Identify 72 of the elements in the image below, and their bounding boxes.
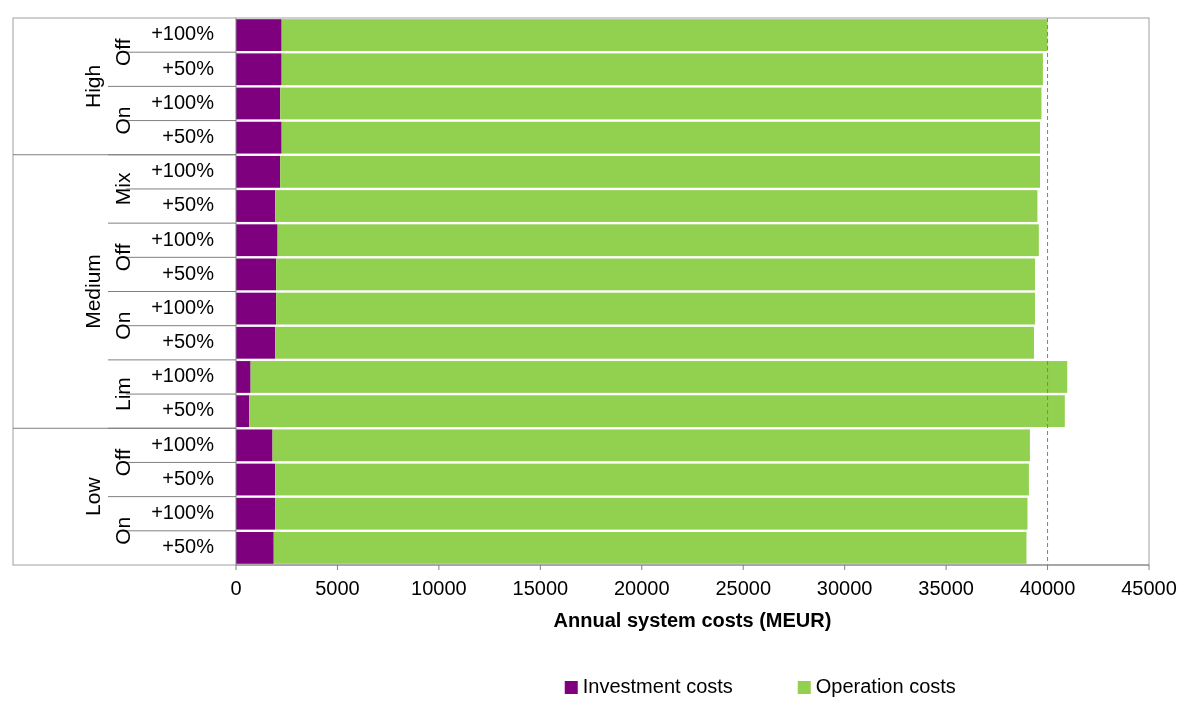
bar (250, 361, 1068, 393)
bar (236, 429, 273, 462)
bar (236, 19, 282, 51)
text: Off (110, 448, 134, 477)
y-tick-label: +50% (162, 56, 215, 79)
bar (236, 463, 276, 496)
bar (276, 292, 1035, 325)
x-tick-label: 25000 (715, 577, 772, 599)
bar (275, 190, 1038, 222)
bar (281, 19, 1048, 51)
y-tick-label: +50% (162, 124, 215, 147)
text: Off (110, 38, 134, 66)
y-tick-label: +100% (151, 22, 215, 45)
text: On (110, 311, 134, 340)
y-tick-label: +100% (151, 432, 215, 455)
text: On (110, 106, 134, 135)
bar (275, 497, 1028, 530)
legend-label: Investment costs (582, 675, 733, 697)
text: Medium (80, 254, 104, 329)
legend-label: Operation costs (815, 675, 956, 697)
bar (280, 87, 1042, 120)
y-tick-label: +100% (151, 295, 215, 318)
x-tick-label: 30000 (816, 577, 873, 599)
text: Mix (110, 172, 134, 206)
bar (281, 53, 1043, 86)
bar (272, 429, 1030, 462)
text: High (80, 64, 104, 108)
x-tick-label: 35000 (918, 577, 974, 599)
y-tick-label: +50% (162, 466, 215, 489)
x-tick-label: 40000 (1019, 577, 1076, 599)
bar (249, 395, 1065, 428)
bar (236, 121, 282, 154)
y-tick-label: +50% (162, 330, 215, 353)
bar (236, 497, 276, 530)
y-tick-label: +50% (162, 398, 215, 421)
bar (236, 395, 250, 428)
x-tick-label: 20000 (613, 577, 670, 599)
x-tick-label: 45000 (1121, 577, 1177, 599)
text: On (110, 516, 134, 545)
x-tick-label: 5000 (315, 577, 360, 599)
bar (236, 155, 281, 188)
y-tick-label: +100% (151, 90, 215, 113)
bar (275, 463, 1029, 496)
x-axis-title: Annual system costs (MEUR) (553, 609, 832, 631)
bar (236, 190, 276, 222)
y-tick-label: +100% (151, 227, 215, 250)
bar (281, 121, 1041, 154)
bar (236, 224, 278, 257)
bar (276, 258, 1035, 291)
bar (236, 292, 277, 325)
x-tick-label: 15000 (512, 577, 569, 599)
bar (236, 532, 274, 564)
bar (236, 326, 276, 359)
y-tick-label: +100% (151, 159, 215, 182)
y-tick-label: +100% (151, 501, 215, 523)
x-tick-label: 10000 (411, 577, 467, 599)
y-tick-label: +50% (162, 535, 215, 558)
y-tick-label: +50% (162, 193, 215, 216)
text: Low (80, 476, 104, 516)
bar (236, 53, 282, 86)
bar (236, 87, 281, 120)
text: Lim (110, 377, 134, 411)
text: Off (110, 243, 134, 272)
bar (236, 258, 277, 291)
bar (280, 155, 1041, 188)
bar (236, 361, 251, 393)
y-tick-label: +100% (151, 364, 215, 387)
bar (275, 326, 1034, 359)
y-tick-label: +50% (162, 261, 215, 284)
bar (277, 224, 1039, 257)
bar (273, 532, 1027, 564)
x-tick-label: 0 (230, 577, 242, 599)
